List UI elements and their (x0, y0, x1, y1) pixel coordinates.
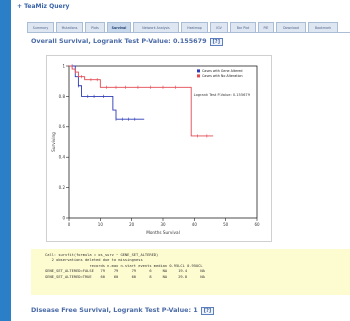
x-tick-label: 20 (129, 222, 135, 227)
tab-plots[interactable]: Plots (85, 22, 105, 32)
overall-survival-title-text: Overall Survival, Logrank Test P-Value: … (31, 37, 207, 45)
tab-bookmark[interactable]: Bookmark (308, 22, 338, 32)
pvalue-annotation: Logrank Test P-Value: 0.155679 (194, 93, 251, 97)
legend-label: Cases with Gene Altered (202, 69, 243, 73)
tab-survival[interactable]: Survival (107, 22, 131, 32)
app-title[interactable]: + TeaMiz Query (17, 3, 70, 10)
tab-heatmap[interactable]: Heatmap (181, 22, 208, 32)
code-line: records n.max n.start events median 0.95… (45, 263, 203, 268)
disease-free-survival-title-text: Disease Free Survival, Logrank Test P-Va… (31, 306, 198, 314)
y-tick-label: 0.4 (59, 155, 66, 160)
survival-curve-altered (69, 65, 145, 120)
y-tick-label: 0.2 (59, 185, 66, 190)
disease-free-survival-help-link[interactable]: [?] (200, 307, 215, 315)
code-line: Call: survfit(formula = os_surv ~ GENE_S… (45, 253, 159, 257)
y-axis-label: Surviving (51, 132, 56, 152)
x-tick-label: 10 (98, 222, 104, 227)
tab-download[interactable]: Download (276, 22, 306, 32)
overall-survival-help-link[interactable]: [?] (209, 38, 223, 46)
x-tick-label: 60 (254, 222, 260, 227)
tabs-divider (27, 32, 350, 33)
y-tick-label: 0.6 (59, 124, 66, 129)
tab-mutations[interactable]: Mutations (56, 22, 83, 32)
y-tick-label: 0 (62, 215, 65, 220)
result-tabs: Summary Mutations Plots Survival Network… (27, 22, 350, 32)
survival-summary-code: Call: survfit(formula = os_surv ~ GENE_S… (31, 249, 350, 295)
survival-plot-frame: 0 10 20 30 40 50 60 0 0.2 0.4 0.6 0.8 1 Months Surviv… (46, 55, 272, 242)
survival-curve-unaltered (69, 65, 214, 137)
x-tick-label: 50 (223, 222, 229, 227)
legend-swatch (197, 69, 200, 73)
tab-network[interactable]: Network Analysis (133, 22, 179, 32)
x-tick-label: 40 (192, 222, 198, 227)
code-line: 2 observations deleted due to missingnes… (45, 258, 143, 263)
x-tick-label: 0 (68, 222, 71, 227)
y-tick-label: 1 (62, 63, 65, 68)
disease-free-survival-title: Disease Free Survival, Logrank Test P-Va… (31, 306, 215, 315)
tab-summary[interactable]: Summary (27, 22, 54, 32)
code-line: GENE_SET_ALTERED=TRUE 60 60 60 8 NA 29.8… (45, 274, 205, 279)
x-axis-label: Months Survival (146, 230, 180, 235)
survival-chart: 0 10 20 30 40 50 60 0 0.2 0.4 0.6 0.8 1 Months Surviv… (51, 63, 260, 235)
y-tick-label: 0.8 (59, 94, 66, 99)
tab-igv[interactable]: IGV (210, 22, 228, 32)
overall-survival-title: Overall Survival, Logrank Test P-Value: … (31, 37, 223, 46)
x-tick-label: 30 (160, 222, 166, 227)
code-line: GENE_SET_ALTERED=FALSE 79 79 79 6 NA 19.… (45, 269, 205, 274)
legend-swatch (197, 74, 200, 78)
legend-label: Cases with No Alteration (202, 74, 243, 78)
query-panel: + TeaMiz Query Summary Mutations Plots S… (11, 0, 350, 321)
tab-pie[interactable]: PIE (258, 22, 274, 32)
tab-barplot[interactable]: Bar Plot (230, 22, 256, 32)
